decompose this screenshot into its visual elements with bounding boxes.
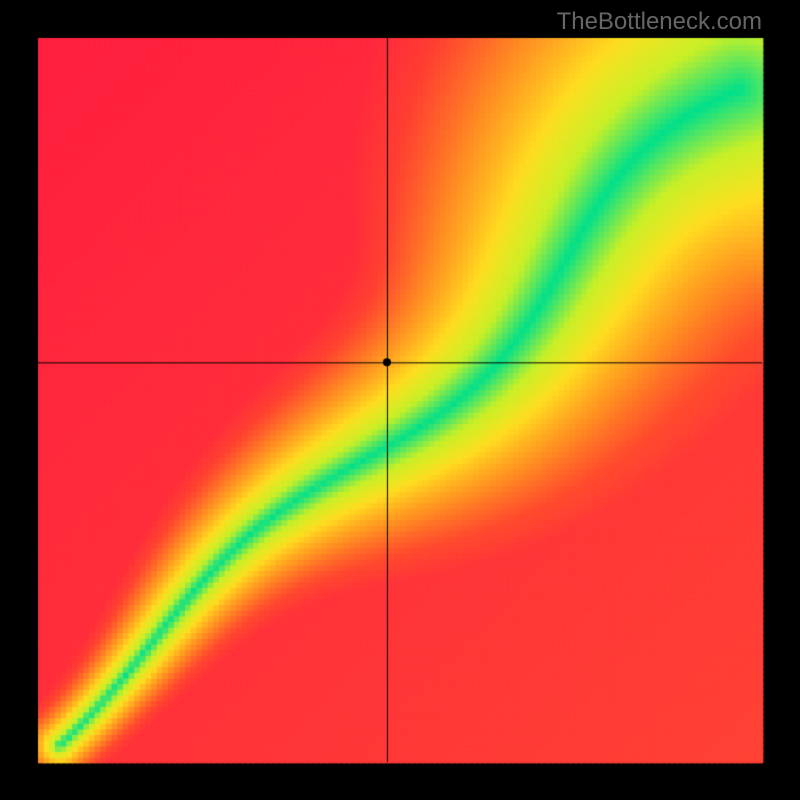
watermark-text: TheBottleneck.com (557, 8, 762, 36)
bottleneck-heatmap (0, 0, 800, 800)
